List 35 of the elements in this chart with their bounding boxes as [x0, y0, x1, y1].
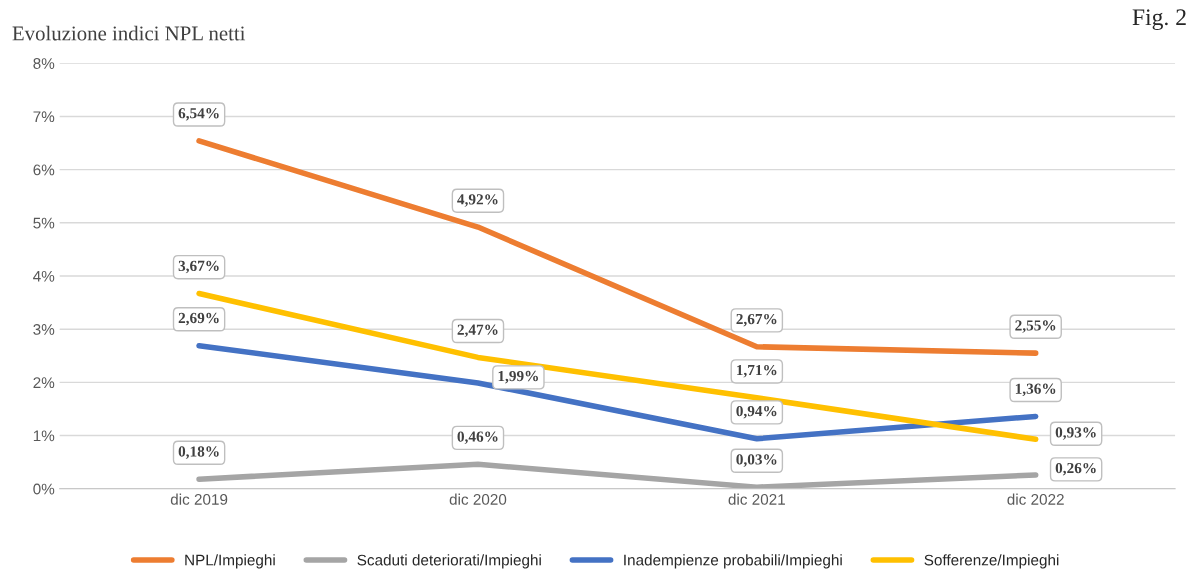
data-label: 0,03% [736, 454, 777, 467]
y-tick-label: 6% [33, 164, 55, 176]
y-tick-label: 8% [33, 58, 55, 69]
y-tick-label: 1% [33, 430, 55, 442]
y-tick-label: 7% [33, 111, 55, 123]
y-tick-label: 3% [33, 324, 55, 335]
legend-label: Scaduti deteriorati/Impieghi [357, 554, 541, 569]
legend-label: Sofferenze/Impieghi [924, 554, 1059, 569]
data-label: 0,46% [457, 431, 498, 444]
data-label: 0,26% [1055, 462, 1096, 476]
x-tick-label: dic 2020 [449, 493, 507, 505]
x-tick-label: dic 2019 [170, 493, 228, 505]
data-label: 2,55% [1015, 320, 1056, 333]
data-label: 2,69% [178, 312, 219, 326]
data-label: 6,54% [178, 108, 219, 121]
data-label: 3,67% [178, 260, 219, 274]
data-label: 2,47% [457, 324, 498, 338]
chart-title: Evoluzione indici NPL netti [12, 25, 246, 41]
y-tick-label: 5% [33, 217, 55, 229]
data-label: 2,67% [736, 313, 777, 327]
data-label: 0,93% [1055, 427, 1096, 440]
x-tick-label: dic 2021 [728, 493, 785, 505]
data-label: 1,71% [737, 364, 777, 378]
legend-label: Inadempienze probabili/Impieghi [624, 554, 842, 569]
y-tick-label: 4% [33, 270, 55, 282]
data-label: 1,36% [1015, 383, 1056, 397]
data-label: 4,92% [457, 194, 498, 207]
caption: Fig. 2 [1132, 9, 1186, 31]
legend-label: NPL/Impieghi [185, 554, 275, 569]
data-label: 0,18% [178, 446, 219, 459]
y-tick-label: 2% [33, 377, 55, 388]
data-label: 0,94% [736, 405, 777, 419]
y-tick-label: 0% [33, 483, 55, 495]
data-label: 1,99% [498, 370, 538, 384]
x-tick-label: dic 2022 [1007, 493, 1064, 505]
